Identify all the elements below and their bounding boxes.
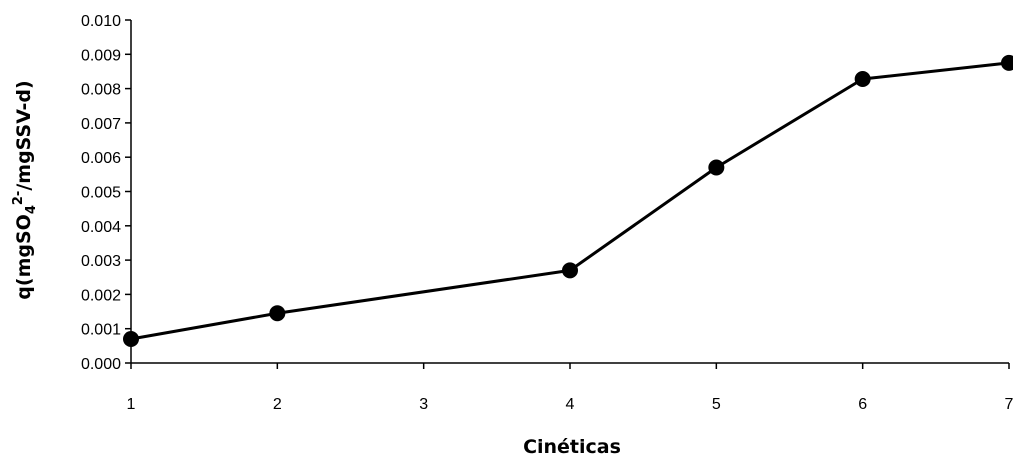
- y-tick-label: 0.007: [81, 116, 121, 133]
- series-line: [130, 61, 1010, 341]
- y-axis-title: q(mgSO42-/mgSSV-d): [11, 80, 39, 299]
- y-tick-label: 0.002: [81, 287, 121, 304]
- x-tick-label: 2: [273, 396, 282, 413]
- y-tick-label: 0.008: [81, 82, 121, 99]
- data-point: [269, 305, 286, 322]
- data-point: [854, 70, 871, 87]
- y-axis: 0.000 0.001 0.002 0.003 0.004 0.005 0.006 0.007…: [81, 13, 132, 373]
- x-tick-label: 4: [566, 396, 575, 413]
- x-tick-label: 1: [127, 396, 136, 413]
- x-axis-title: Cinéticas: [523, 436, 621, 458]
- y-tick-label: 0.004: [81, 219, 121, 236]
- y-tick-label: 0.006: [81, 150, 121, 167]
- y-tick-label: 0.005: [81, 185, 121, 202]
- y-axis-title-subscript: 4: [24, 205, 39, 214]
- data-point: [123, 330, 139, 347]
- x-tick-label: 6: [858, 396, 867, 413]
- y-axis-title-prefix: q(mgSO: [13, 214, 35, 300]
- y-tick-label: 0.000: [81, 356, 121, 373]
- y-tick-label: 0.009: [81, 47, 121, 64]
- y-axis-title-suffix: /mgSSV-d): [13, 80, 35, 190]
- x-axis: 1 2 3 4 5 6 7: [127, 362, 1013, 413]
- x-tick-label: 7: [1005, 396, 1013, 413]
- data-point: [562, 262, 578, 279]
- data-point: [1001, 54, 1013, 71]
- x-tick-label: 5: [712, 396, 721, 413]
- series: [123, 54, 1013, 347]
- y-tick-label: 0.001: [81, 322, 121, 339]
- data-point: [708, 159, 725, 176]
- y-axis-title-superscript: 2-: [11, 191, 26, 205]
- x-tick-label: 3: [419, 396, 428, 413]
- y-tick-label: 0.003: [81, 253, 121, 270]
- y-tick-label: 0.010: [81, 13, 121, 30]
